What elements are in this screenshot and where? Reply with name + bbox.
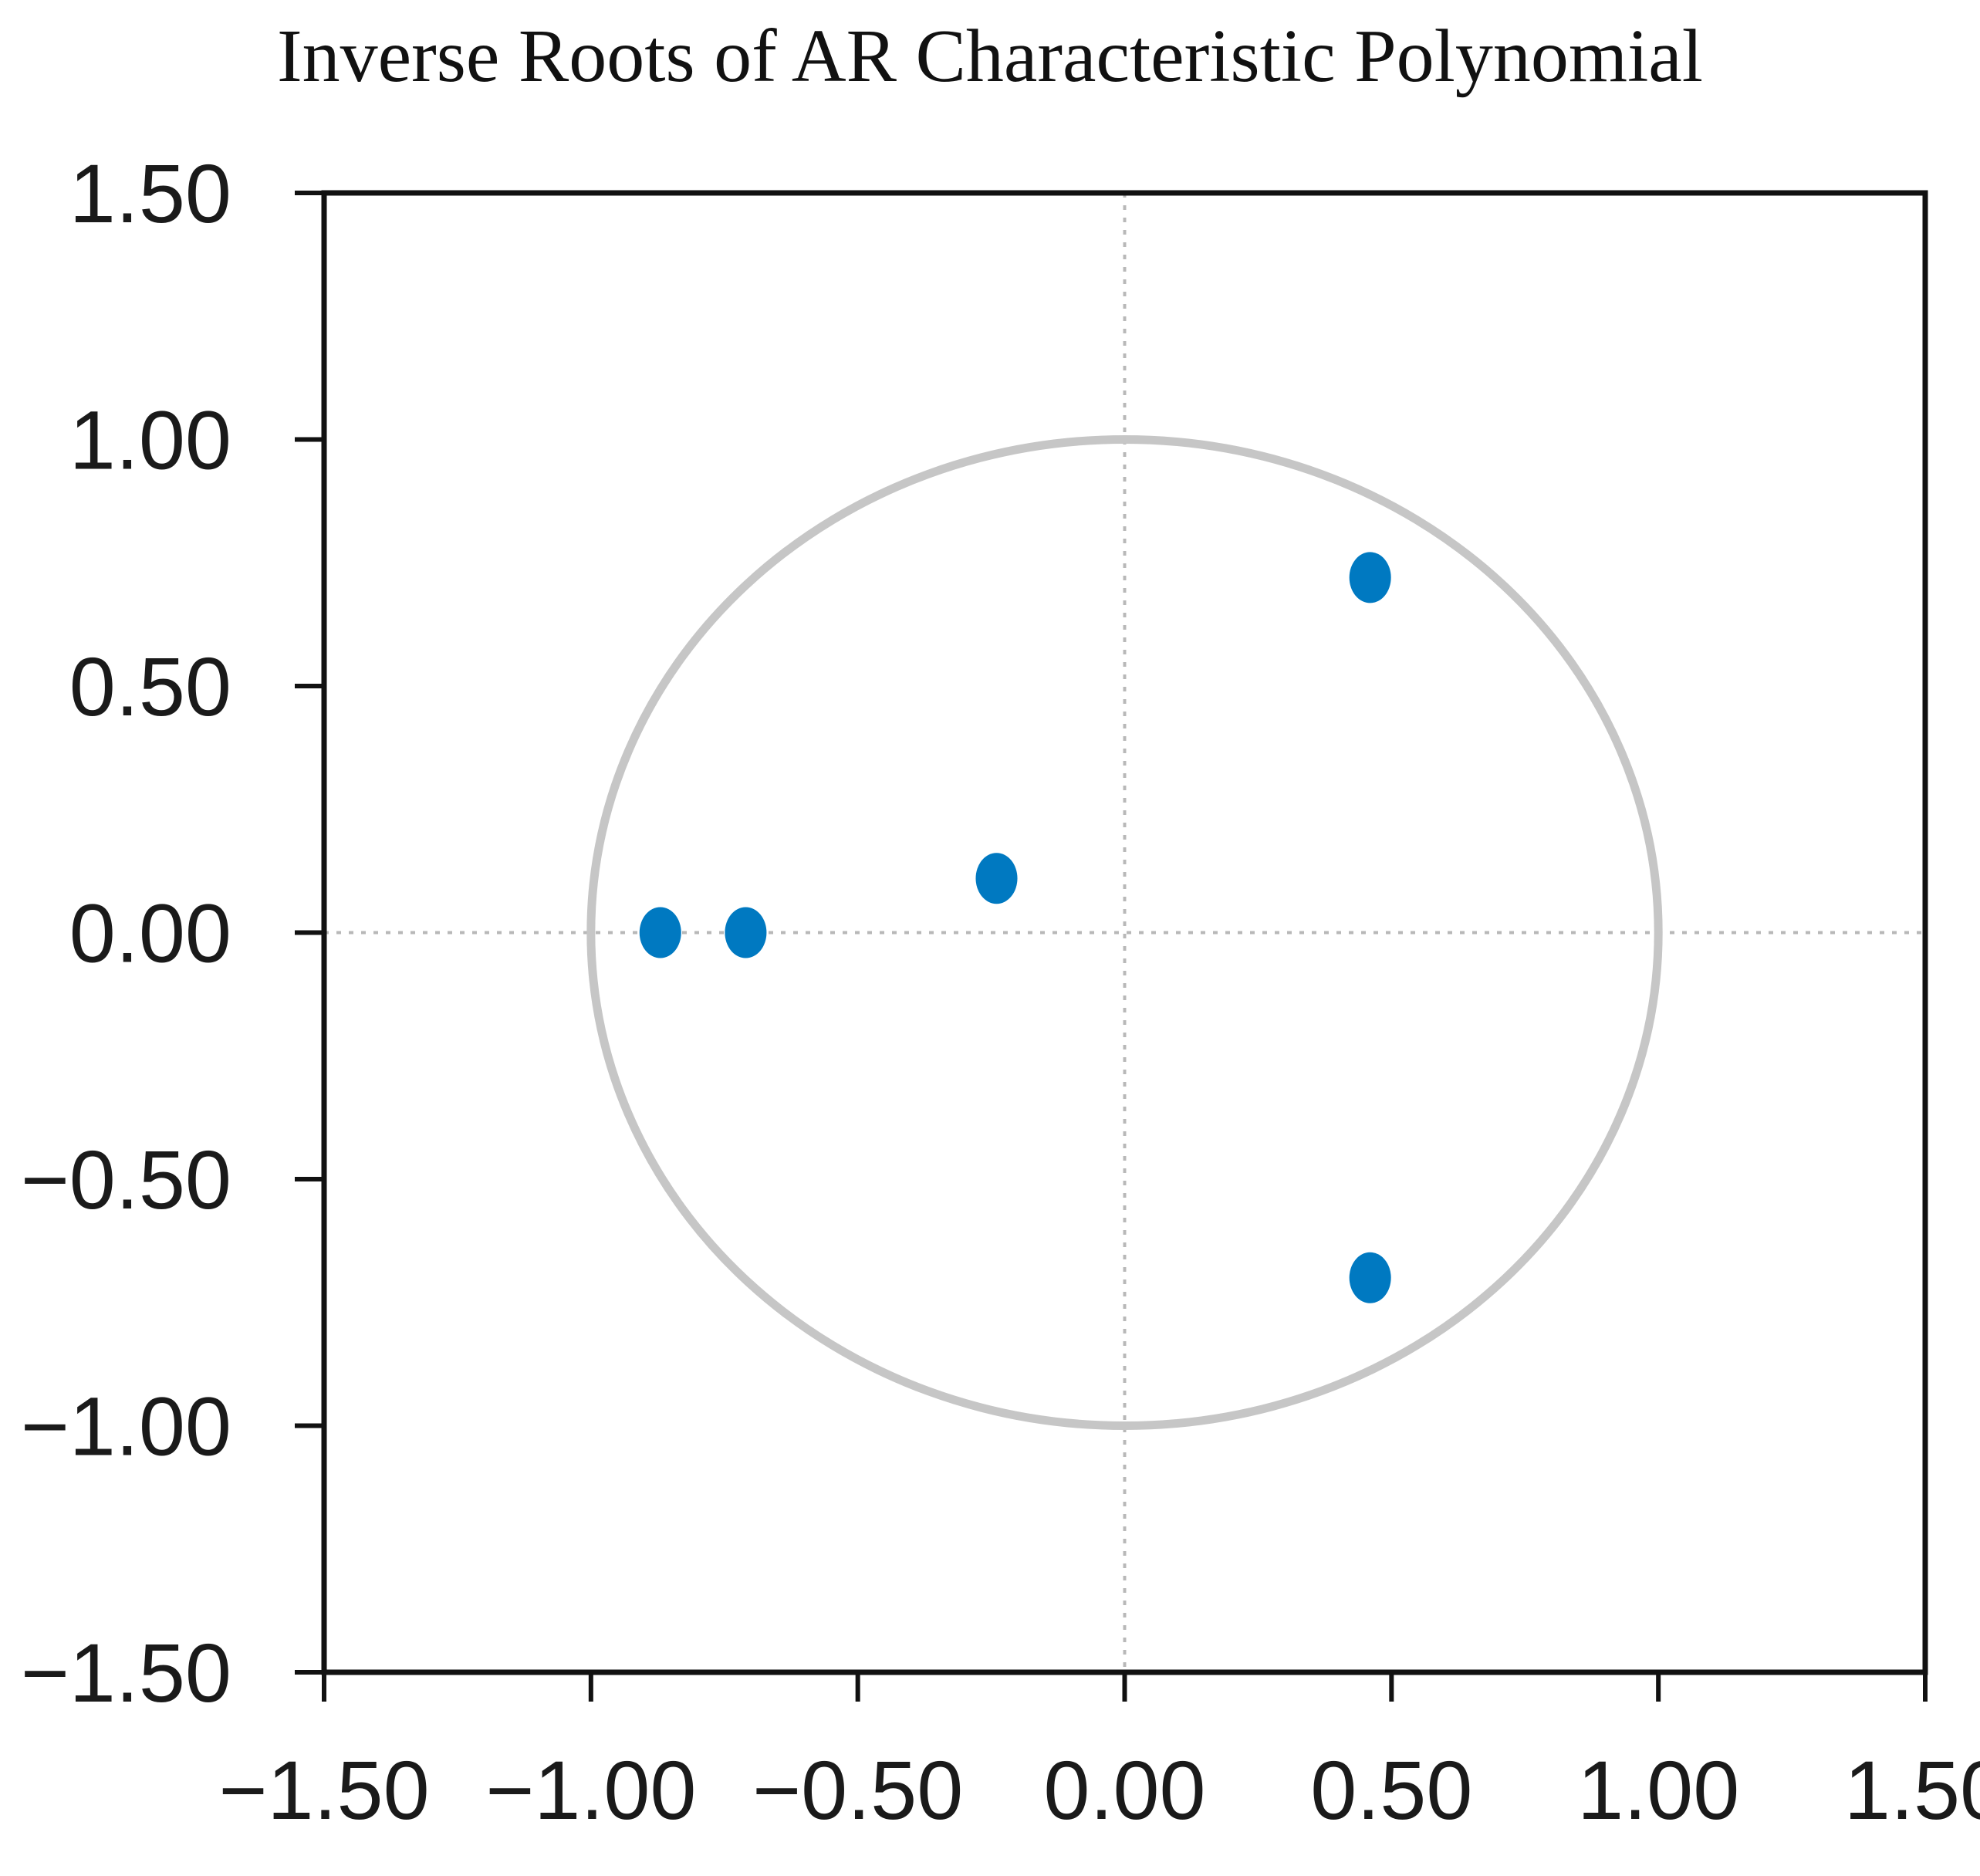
x-tick-label: 1.50	[1844, 1743, 1980, 1837]
root-point	[639, 907, 681, 958]
x-tick-label: −0.50	[752, 1743, 963, 1837]
x-tick-label: 0.50	[1310, 1743, 1472, 1837]
x-tick-label: −1.50	[218, 1743, 429, 1837]
plot-area: −1.50 −1.00 −0.50 0.00 0.50 1.00 1.50 1.50 1.00 0…	[21, 147, 1980, 1837]
y-tick-label: 0.50	[69, 640, 231, 733]
y-tick-label: 1.50	[69, 147, 231, 240]
root-point	[975, 853, 1018, 904]
x-tick-label: −1.00	[485, 1743, 696, 1837]
root-point	[1349, 1252, 1391, 1303]
y-tick-label: −1.50	[21, 1626, 231, 1719]
unit-circle	[586, 435, 1663, 1430]
root-point	[1349, 552, 1391, 603]
y-tick-label: −1.00	[21, 1380, 231, 1473]
y-tick-label: 0.00	[69, 887, 231, 980]
y-tick-label: −0.50	[21, 1133, 231, 1226]
x-tick-label: 1.00	[1577, 1743, 1739, 1837]
y-tick-label: 1.00	[69, 394, 231, 487]
x-tick-label: 0.00	[1043, 1743, 1205, 1837]
chart-title: Inverse Roots of AR Characteristic Polyn…	[277, 15, 1703, 98]
root-point	[725, 907, 767, 958]
